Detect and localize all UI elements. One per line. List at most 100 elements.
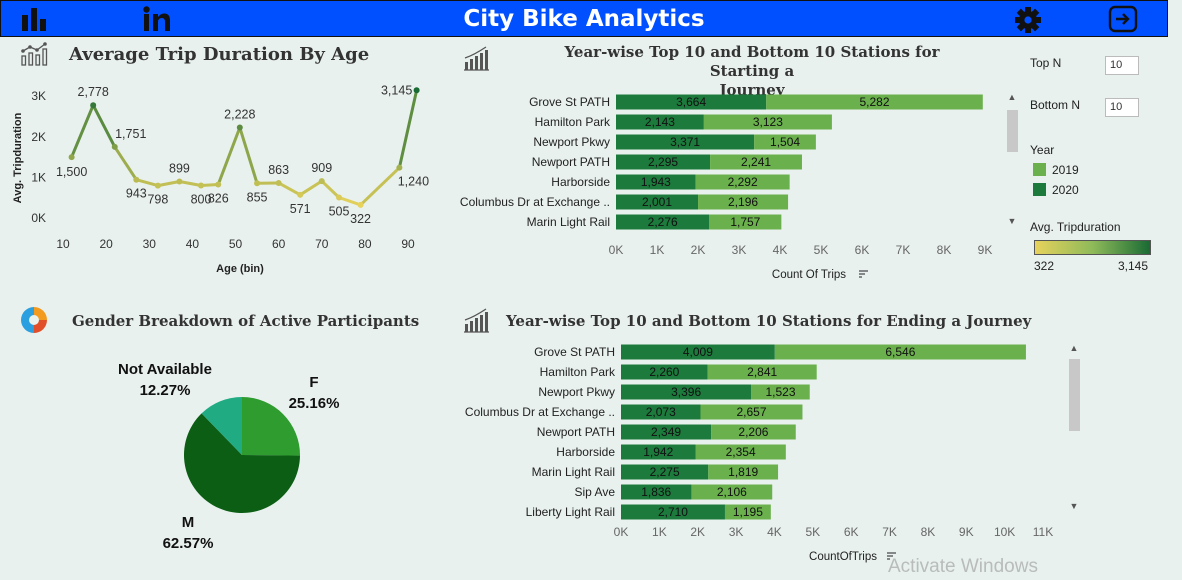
bar-segment-2019	[711, 424, 796, 440]
y-axis-label: Avg. Tripduration	[12, 112, 24, 203]
station-label: Sip Ave	[575, 485, 616, 499]
x-tick-label: 50	[229, 237, 243, 251]
bar-segment-2019	[751, 384, 810, 400]
data-label: 855	[247, 190, 268, 204]
data-point	[215, 181, 222, 188]
data-point	[318, 178, 325, 185]
x-tick-label: 80	[358, 237, 372, 251]
station-label: Hamilton Park	[540, 365, 616, 379]
bar-segment-2020	[621, 364, 708, 380]
x-tick-label: 7K	[896, 243, 911, 257]
scroll-down-icon[interactable]: ▼	[1007, 216, 1017, 226]
scroll-thumb[interactable]	[1007, 110, 1018, 152]
station-label: Liberty Light Rail	[526, 505, 615, 519]
gear-icon[interactable]	[1013, 6, 1043, 39]
bar-value-label: 1,195	[733, 505, 763, 519]
bar-value-label: 1,504	[770, 135, 800, 149]
y-tick-label: 3K	[31, 89, 46, 103]
x-tick-label: 1K	[652, 525, 667, 539]
bar-segment-2020	[621, 344, 775, 360]
bottom-n-label: Bottom N	[1030, 98, 1081, 112]
data-label: 505	[329, 204, 350, 218]
scroll-up-icon[interactable]: ▲	[1069, 343, 1079, 353]
bar-growth-icon	[462, 46, 490, 77]
slice-percent-label: 25.16%	[289, 395, 340, 412]
x-tick-label: 5K	[814, 243, 829, 257]
data-point	[154, 182, 161, 189]
x-tick-label: 4K	[773, 243, 788, 257]
bar-value-label: 2,196	[728, 195, 758, 209]
legend-label-2020[interactable]: 2020	[1052, 183, 1079, 197]
slice-percent-label: 12.27%	[140, 382, 191, 399]
x-tick-label: 2K	[690, 525, 705, 539]
gradient-bar	[1034, 240, 1151, 255]
y-tick-label: 2K	[31, 130, 46, 144]
age-line-chart: 0K 1K 2K 3K 10 20 30 40 50 60 70 80 90 Age (bin) Avg. …	[12, 83, 429, 275]
end-scrollbar[interactable]: ▲ ▼	[1067, 343, 1081, 515]
bar-chart-icon[interactable]	[21, 7, 49, 36]
x-axis-label: CountOfTrips	[809, 551, 877, 563]
trend-line-segment	[298, 179, 324, 197]
bar-segment-2020	[621, 464, 709, 480]
bar-value-label: 1,942	[643, 445, 673, 459]
bar-segment-2020	[616, 214, 710, 230]
x-tick-label: 40	[186, 237, 200, 251]
trend-line-segment	[397, 88, 419, 170]
data-label: 2,778	[78, 85, 109, 99]
slice-name-label: F	[309, 374, 318, 391]
data-label: 909	[311, 161, 332, 175]
bar-value-label: 2,657	[736, 405, 766, 419]
scroll-down-icon[interactable]: ▼	[1069, 501, 1079, 511]
x-tick-label: 10	[56, 237, 70, 251]
bar-segment-2019	[695, 174, 790, 190]
bar-value-label: 6,546	[885, 345, 915, 359]
scroll-thumb[interactable]	[1069, 359, 1080, 431]
bar-value-label: 3,664	[676, 95, 706, 109]
header-bar: City Bike Analytics	[0, 0, 1168, 37]
trend-line-segment	[359, 166, 401, 207]
data-point	[176, 178, 183, 185]
trend-line-segment	[277, 181, 302, 197]
bottom-n-input[interactable]: 10	[1105, 98, 1139, 117]
bar-value-label: 1,836	[641, 485, 671, 499]
bar-segment-2020	[621, 404, 701, 420]
x-tick-label: 6K	[844, 525, 859, 539]
legend-label-2019[interactable]: 2019	[1052, 163, 1079, 177]
bar-value-label: 1,757	[730, 215, 760, 229]
legend-swatch-2019	[1033, 163, 1046, 176]
scroll-up-icon[interactable]: ▲	[1007, 92, 1017, 102]
bar-value-label: 2,206	[738, 425, 768, 439]
x-tick-label: 2K	[691, 243, 706, 257]
x-tick-label: 0K	[614, 525, 629, 539]
start-scrollbar[interactable]: ▲ ▼	[1005, 92, 1019, 232]
bar-segment-2019	[754, 134, 816, 150]
bar-segment-2019	[709, 214, 782, 230]
bar-segment-2020	[621, 484, 692, 500]
pie-slice-not-available	[201, 397, 242, 455]
data-point	[90, 102, 97, 109]
bar-segment-2019	[774, 344, 1026, 360]
linkedin-icon[interactable]	[143, 6, 171, 37]
station-label: Grove St PATH	[534, 345, 615, 359]
trend-line-segment	[70, 103, 95, 159]
exit-icon[interactable]	[1108, 5, 1138, 38]
bar-value-label: 2,276	[648, 215, 678, 229]
top-n-input[interactable]: 10	[1105, 56, 1139, 75]
bar-segment-2019	[691, 484, 773, 500]
bar-value-label: 1,943	[641, 175, 671, 189]
bar-segment-2019	[710, 154, 802, 170]
station-label: Harborside	[556, 445, 615, 459]
start-title-line1: Year-wise Top 10 and Bottom 10 Stations …	[564, 43, 940, 80]
data-point	[198, 182, 204, 189]
gradient-max-label: 3,145	[1118, 259, 1149, 273]
bar-segment-2020	[621, 444, 696, 460]
data-label: 2,228	[224, 108, 255, 122]
x-tick-label: 9K	[959, 525, 974, 539]
station-label: Columbus Dr at Exchange ..	[465, 405, 615, 419]
legend-swatch-2020	[1033, 183, 1046, 196]
slice-name-label: Not Available	[118, 361, 212, 378]
bar-segment-2020	[621, 384, 752, 400]
end-stations-chart: Grove St PATH 4,009 6,546 Hamilton Park 2,26…	[465, 344, 1053, 563]
trend-line-segment	[177, 179, 203, 188]
data-point	[111, 143, 118, 150]
